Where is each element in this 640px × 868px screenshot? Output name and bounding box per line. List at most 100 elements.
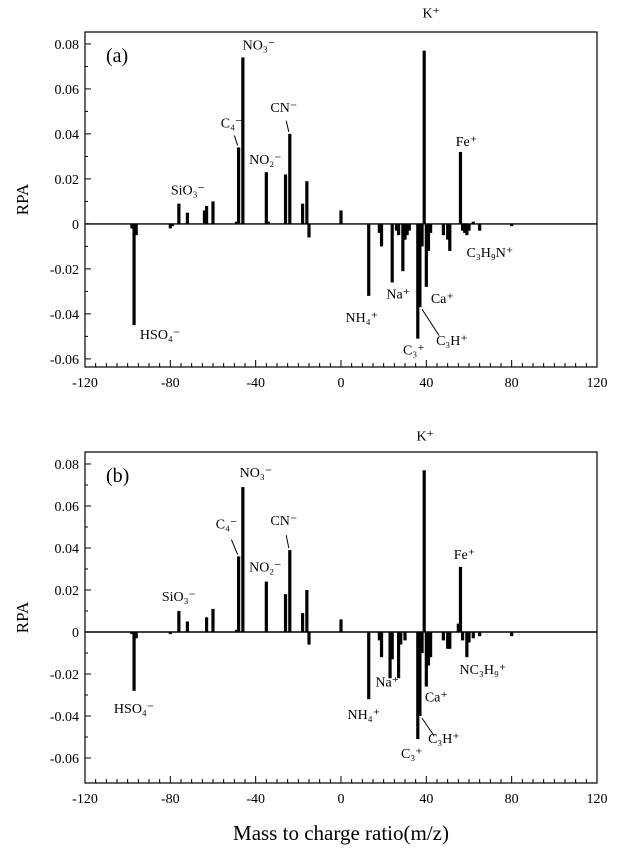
- x-tick-label: -40: [246, 376, 265, 391]
- spectrum-bar: [132, 223, 136, 326]
- spectrum-bar: [394, 223, 399, 231]
- spectrum-bar: [305, 589, 309, 632]
- spectrum-bar: [399, 631, 403, 645]
- spectrum-bar: [397, 223, 401, 236]
- x-axis-label: Mass to charge ratio(m/z): [233, 821, 449, 845]
- y-axis-label: RPA: [13, 183, 32, 215]
- y-tick-label: -0.02: [50, 668, 79, 683]
- spectrum-bar: [132, 631, 136, 691]
- spectrum-bar: [478, 631, 482, 637]
- spectrum-bar: [234, 221, 239, 224]
- spectrum-bar: [177, 203, 181, 224]
- spectrum-bar: [448, 223, 452, 251]
- spectrum-bar: [211, 608, 215, 632]
- panel-label: (a): [106, 45, 128, 67]
- x-tick-label: -80: [161, 376, 180, 391]
- spectrum-bar: [134, 223, 138, 236]
- spectrum-bar: [467, 223, 471, 231]
- peak-annotation: CN⁻: [270, 514, 297, 529]
- peak-annotation: HSO₄⁻: [140, 328, 180, 343]
- peak-annotation: HSO₄⁻: [114, 702, 154, 717]
- spectrum-bar: [405, 223, 409, 236]
- spectrum-bar: [461, 631, 465, 641]
- spectrum-bar: [461, 223, 465, 231]
- annotation-leader-line: [421, 308, 440, 336]
- spectrum-bar: [379, 223, 384, 247]
- spectrum-bar: [168, 223, 172, 229]
- spectrum-bar: [185, 621, 189, 632]
- y-tick-label: 0.06: [55, 500, 80, 515]
- spectrum-bar: [401, 223, 405, 272]
- spectrum-bar: [202, 210, 207, 224]
- spectrum-bar: [424, 631, 428, 687]
- peak-annotation: C₃H⁺: [436, 334, 468, 349]
- peak-annotation: C₄⁻: [216, 517, 238, 532]
- peak-annotation: K⁺: [416, 429, 434, 444]
- peak-annotation: NC₃H₉⁺: [460, 663, 507, 678]
- peak-annotation: NH₄⁺: [347, 708, 380, 723]
- spectrum-bar: [377, 223, 381, 233]
- spectrum-bar: [424, 223, 428, 287]
- panel-a: -120 -80 -40 0 40 80 120 0.08 0.06 0.04 0.02 0 -0.02…: [13, 7, 608, 391]
- spectrum-bar: [456, 623, 460, 632]
- spectrum-bar: [426, 223, 431, 251]
- spectrum-bar: [168, 631, 172, 635]
- spectrum-bar: [237, 556, 241, 632]
- spectrum-bar: [377, 631, 381, 641]
- spectrum-bar: [264, 172, 268, 224]
- peak-annotation: SiO₃⁻: [162, 590, 196, 605]
- y-tick-label: -0.06: [50, 353, 79, 368]
- spectrum-bar: [134, 631, 138, 639]
- spectrum-bar: [288, 133, 292, 224]
- annotation-leader-line: [285, 120, 290, 133]
- peak-annotation: Fe⁺: [456, 135, 477, 150]
- peak-annotation: NO₂⁻: [249, 153, 282, 168]
- spectrum-bar: [441, 223, 445, 236]
- peak-annotation: C₃H₉N⁺: [467, 246, 514, 261]
- y-tick-label: 0.02: [55, 584, 80, 599]
- spectrum-bar: [420, 223, 424, 247]
- spectrum-bar: [471, 631, 475, 639]
- peak-annotation: C₄⁻: [221, 116, 243, 131]
- spectrum-bar: [301, 613, 305, 632]
- y-tick-label: 0.04: [55, 128, 80, 143]
- spectrum-bar: [205, 205, 209, 224]
- peak-annotation: Ca⁺: [431, 292, 454, 307]
- peak-annotation: SiO₃⁻: [171, 184, 205, 199]
- peak-annotation: Na⁺: [386, 287, 410, 302]
- spectrum-bar: [339, 210, 343, 224]
- spectrum-bar: [237, 147, 241, 224]
- spectrum-bar: [465, 223, 469, 236]
- spectrum-bar: [441, 631, 445, 641]
- y-tick-label: -0.04: [50, 308, 79, 323]
- peak-annotation: NO₂⁻: [249, 561, 282, 576]
- spectrum-bar: [234, 629, 239, 632]
- y-tick-label: -0.02: [50, 263, 79, 278]
- annotation-leader-line: [421, 717, 435, 737]
- spectrum-bar: [420, 631, 424, 653]
- spectrum-bar: [422, 470, 426, 632]
- panel-label: (b): [106, 465, 129, 487]
- spectrum-bar: [266, 221, 271, 224]
- y-tick-label: -0.04: [50, 710, 79, 725]
- spectrum-bar: [407, 223, 411, 231]
- spectrum-bar: [429, 223, 433, 233]
- annotation-leader-line: [230, 539, 239, 555]
- peak-annotation: NH₄⁺: [345, 311, 378, 326]
- spectrum-bar: [458, 151, 463, 224]
- x-tick-label: 0: [338, 792, 345, 807]
- spectrum-bar: [510, 223, 514, 227]
- spectrum-bar: [418, 223, 422, 308]
- spectrum-bar: [446, 631, 450, 649]
- plot-frame: [84, 451, 598, 784]
- panel-b: -120 -80 -40 0 40 80 120 0.08 0.06 0.04 0.02 0 -0.02…: [13, 429, 608, 807]
- spectrum-bar: [130, 223, 134, 229]
- annotation-leader-line: [285, 534, 290, 549]
- y-tick-label: 0.06: [55, 83, 80, 98]
- spectrum-bar: [390, 631, 394, 660]
- spectrum-bar: [463, 223, 467, 233]
- spectrum-bar: [305, 181, 309, 224]
- spectrum-bar: [403, 223, 407, 240]
- spectrum-bar: [367, 223, 371, 296]
- x-tick-label: -120: [72, 792, 98, 807]
